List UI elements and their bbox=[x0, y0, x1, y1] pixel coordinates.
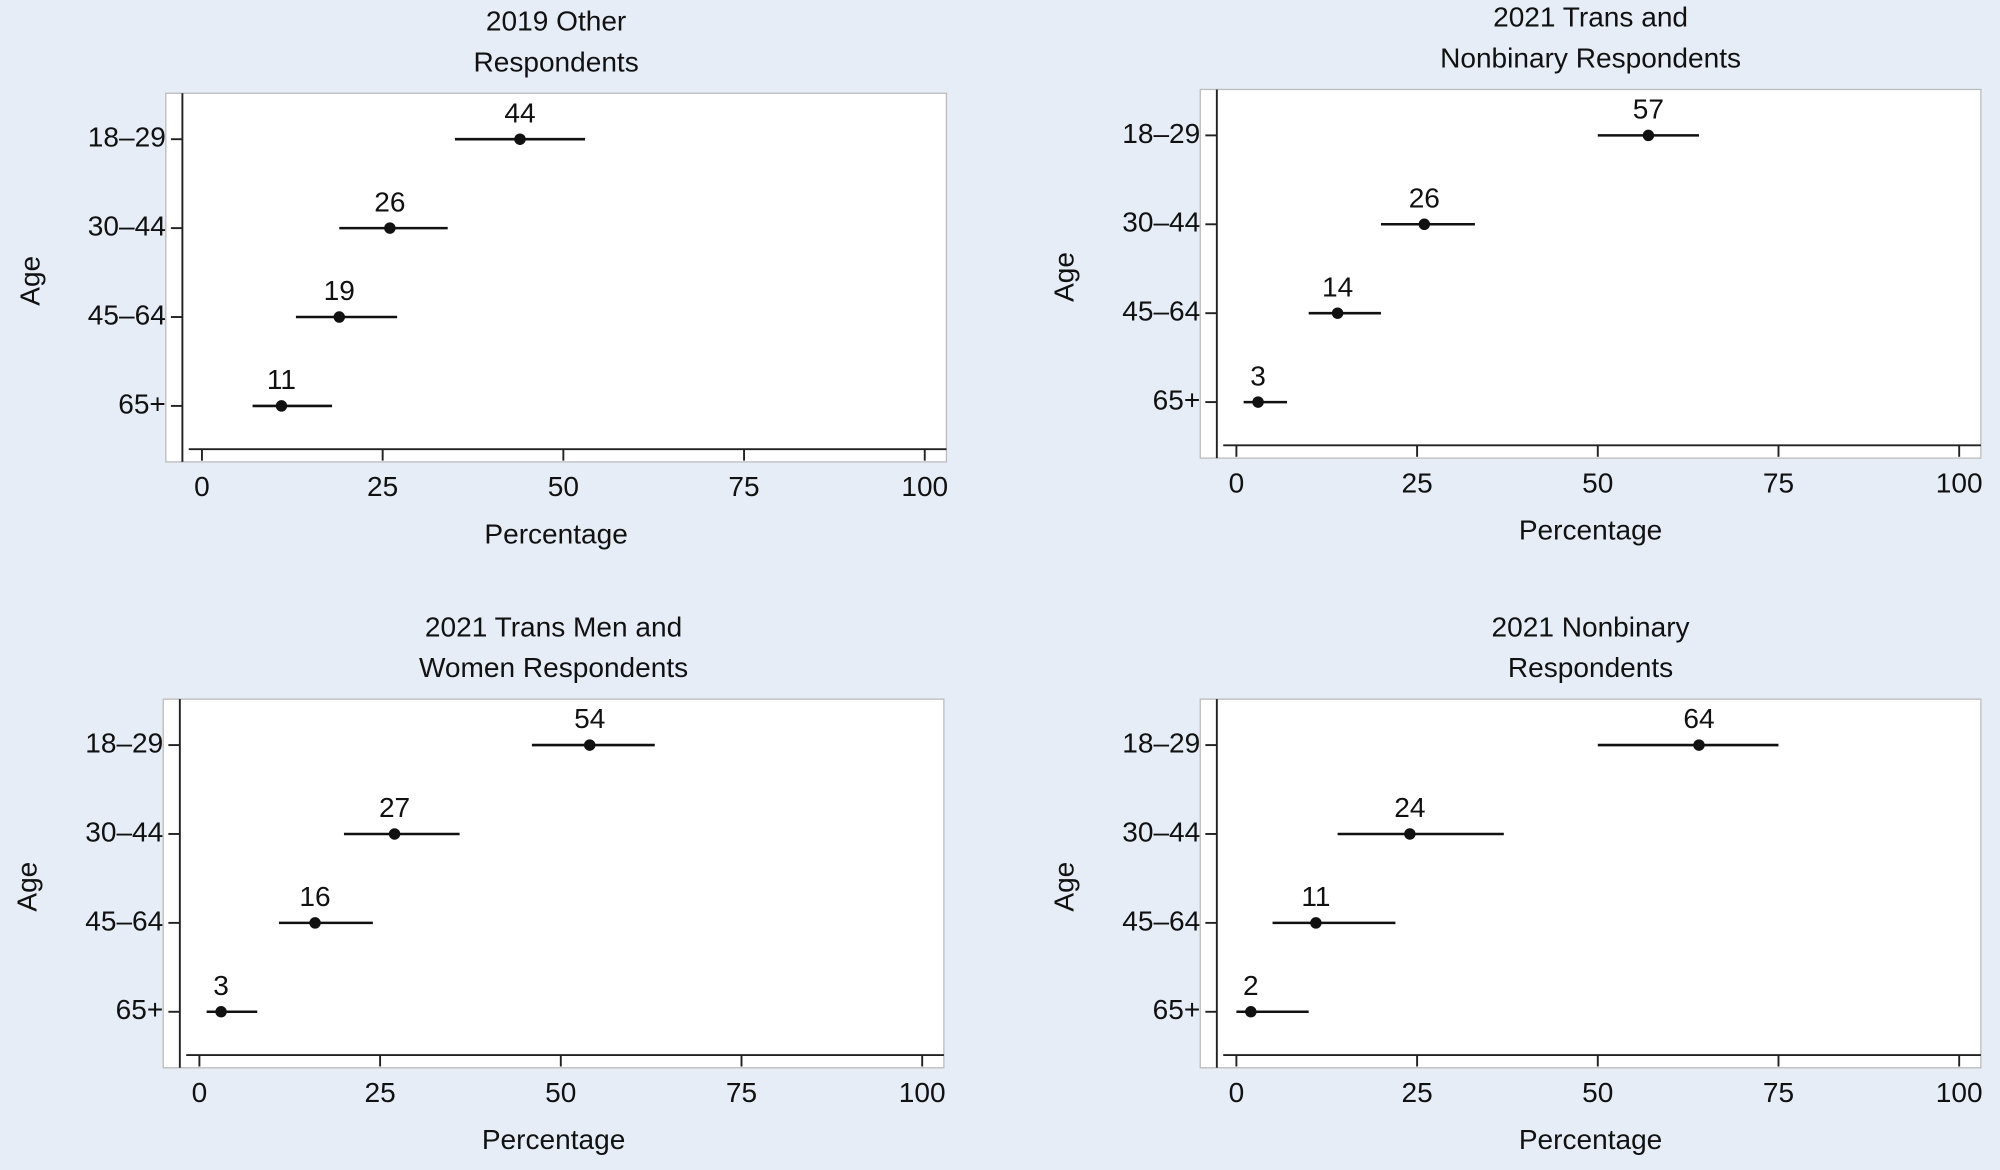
x-tick-label: 25 bbox=[1401, 1077, 1432, 1108]
x-axis-label: Percentage bbox=[1519, 1124, 1662, 1155]
x-tick-label: 25 bbox=[367, 471, 398, 502]
data-label: 24 bbox=[1394, 792, 1425, 823]
point bbox=[384, 222, 396, 234]
data-label: 3 bbox=[1250, 360, 1266, 391]
plot-area bbox=[162, 698, 945, 1069]
y-tick-label: 45–64 bbox=[1122, 296, 1200, 327]
panel-title: Respondents bbox=[1508, 652, 1673, 683]
y-tick-label: 45–64 bbox=[88, 299, 166, 330]
point bbox=[1418, 218, 1431, 231]
point bbox=[1331, 307, 1344, 319]
point bbox=[1693, 739, 1705, 751]
y-tick-label: 30–44 bbox=[85, 816, 163, 847]
x-tick-label: 100 bbox=[899, 1077, 946, 1108]
y-axis-label: Age bbox=[12, 862, 43, 912]
x-tick-label: 100 bbox=[1936, 1077, 1983, 1108]
y-tick-label: 18–29 bbox=[1122, 118, 1200, 149]
y-tick-label: 65+ bbox=[116, 994, 164, 1025]
data-label: 14 bbox=[1322, 271, 1353, 302]
y-axis-label: Age bbox=[1049, 862, 1080, 912]
data-label: 27 bbox=[379, 792, 410, 823]
x-axis-label: Percentage bbox=[1519, 514, 1662, 545]
point bbox=[215, 1006, 227, 1018]
point bbox=[514, 133, 526, 145]
data-label: 19 bbox=[324, 275, 355, 306]
point bbox=[275, 400, 288, 412]
y-tick-label: 30–44 bbox=[1122, 207, 1200, 238]
data-label: 57 bbox=[1633, 94, 1664, 125]
data-label: 11 bbox=[1301, 881, 1330, 912]
x-tick-label: 25 bbox=[365, 1077, 396, 1108]
y-tick-label: 30–44 bbox=[88, 211, 166, 242]
x-tick-label: 100 bbox=[1936, 467, 1983, 498]
y-axis-label: Age bbox=[14, 256, 45, 306]
panel-title: 2019 Other bbox=[486, 6, 626, 37]
plot-area bbox=[1199, 698, 1982, 1069]
panel-title: Nonbinary Respondents bbox=[1440, 43, 1741, 74]
y-axis-label: Age bbox=[1049, 252, 1080, 302]
panel-title: Respondents bbox=[473, 46, 638, 77]
panel-title: 2021 Trans and bbox=[1493, 2, 1688, 33]
y-tick-label: 65+ bbox=[1153, 384, 1201, 415]
panel-title: 2021 Nonbinary bbox=[1492, 611, 1690, 642]
x-tick-label: 50 bbox=[548, 471, 579, 502]
data-label: 54 bbox=[574, 703, 605, 734]
data-label: 16 bbox=[299, 881, 330, 912]
x-tick-label: 0 bbox=[1229, 467, 1245, 498]
point bbox=[1245, 1006, 1257, 1018]
point bbox=[1404, 828, 1416, 840]
x-tick-label: 75 bbox=[1763, 1077, 1794, 1108]
y-tick-label: 45–64 bbox=[1122, 905, 1200, 936]
panel: 2021 Nonbinary Respondents 0 25 50 75 100 Perce… bbox=[1049, 611, 1983, 1155]
y-tick-label: 45–64 bbox=[85, 905, 163, 936]
data-label: 64 bbox=[1683, 703, 1714, 734]
x-axis-label: Percentage bbox=[484, 518, 627, 549]
y-tick-label: 65+ bbox=[118, 388, 166, 419]
panel: 2021 Trans and Nonbinary Respondents 0 25 50… bbox=[1049, 2, 1983, 546]
y-tick-label: 18–29 bbox=[85, 727, 163, 758]
panel-title: 2021 Trans Men and bbox=[425, 611, 682, 642]
data-label: 2 bbox=[1243, 970, 1259, 1001]
plot-area bbox=[165, 92, 948, 463]
x-axis-label: Percentage bbox=[482, 1124, 625, 1155]
x-tick-label: 0 bbox=[194, 471, 210, 502]
panel: 2021 Trans Men and Women Respondents 0 25 50… bbox=[12, 611, 946, 1155]
x-tick-label: 0 bbox=[1229, 1077, 1245, 1108]
point bbox=[1310, 917, 1322, 929]
point bbox=[1252, 396, 1264, 408]
y-tick-label: 30–44 bbox=[1122, 816, 1200, 847]
y-tick-label: 18–29 bbox=[88, 122, 166, 153]
x-tick-label: 75 bbox=[726, 1077, 757, 1108]
data-label: 44 bbox=[504, 97, 535, 128]
data-label: 3 bbox=[213, 970, 229, 1001]
point bbox=[333, 311, 346, 323]
point bbox=[1642, 129, 1655, 142]
panel-title: Women Respondents bbox=[419, 652, 688, 683]
x-tick-label: 0 bbox=[192, 1077, 208, 1108]
point bbox=[388, 828, 401, 840]
data-label: 26 bbox=[1409, 182, 1440, 213]
plot-area bbox=[1199, 88, 1982, 459]
panel: 2019 Other Respondents 0 25 50 75 100 Percentag… bbox=[14, 6, 948, 550]
point bbox=[309, 917, 321, 929]
x-tick-label: 50 bbox=[1582, 467, 1613, 498]
y-tick-label: 65+ bbox=[1153, 994, 1201, 1025]
x-tick-label: 75 bbox=[1763, 467, 1794, 498]
point bbox=[583, 739, 596, 751]
x-tick-label: 25 bbox=[1401, 467, 1432, 498]
x-tick-label: 100 bbox=[901, 471, 948, 502]
x-tick-label: 50 bbox=[1582, 1077, 1613, 1108]
x-tick-label: 75 bbox=[728, 471, 759, 502]
x-tick-label: 50 bbox=[545, 1077, 576, 1108]
data-label: 26 bbox=[374, 186, 405, 217]
data-label: 11 bbox=[267, 364, 296, 395]
y-tick-label: 18–29 bbox=[1122, 727, 1200, 758]
